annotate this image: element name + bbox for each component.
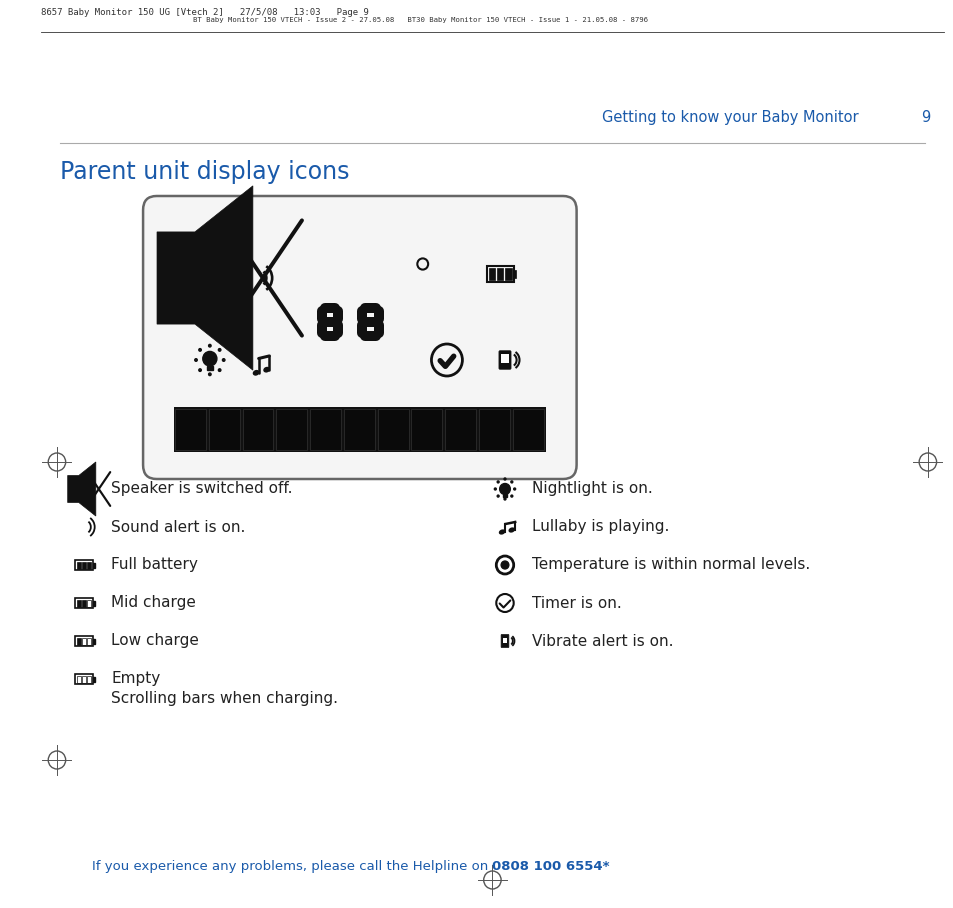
Ellipse shape — [498, 529, 505, 535]
Bar — [310, 409, 340, 450]
Bar — [88, 561, 91, 568]
Ellipse shape — [253, 370, 258, 375]
Circle shape — [503, 498, 505, 500]
Bar — [88, 637, 91, 645]
Bar — [502, 637, 506, 643]
Text: Mid charge: Mid charge — [112, 596, 195, 610]
Bar — [478, 409, 510, 450]
Text: Low charge: Low charge — [112, 634, 199, 648]
Bar — [76, 676, 81, 683]
Polygon shape — [68, 462, 95, 516]
Bar — [276, 409, 307, 450]
Bar — [92, 676, 95, 682]
Bar — [501, 354, 508, 363]
Circle shape — [511, 495, 513, 497]
Bar — [82, 637, 86, 645]
Bar — [92, 562, 95, 568]
Circle shape — [497, 495, 498, 497]
Circle shape — [503, 478, 505, 480]
Bar — [207, 366, 213, 370]
Bar — [411, 409, 442, 450]
Bar — [75, 674, 92, 684]
Circle shape — [209, 373, 211, 376]
Text: Nightlight is on.: Nightlight is on. — [532, 481, 652, 497]
Circle shape — [218, 349, 221, 351]
Text: If you experience any problems, please call the Helpline on: If you experience any problems, please c… — [91, 860, 492, 873]
Circle shape — [203, 351, 216, 366]
Bar — [343, 409, 375, 450]
Bar — [75, 598, 92, 608]
Circle shape — [198, 349, 201, 351]
Circle shape — [497, 481, 498, 483]
Text: Speaker is switched off.: Speaker is switched off. — [112, 481, 293, 497]
Bar — [174, 409, 206, 450]
Bar — [76, 637, 81, 645]
Text: Sound alert is on.: Sound alert is on. — [112, 519, 245, 535]
Text: 9: 9 — [921, 110, 930, 125]
FancyBboxPatch shape — [500, 635, 508, 647]
FancyBboxPatch shape — [498, 350, 511, 370]
Text: Vibrate alert is on.: Vibrate alert is on. — [532, 634, 673, 648]
Text: Getting to know your Baby Monitor: Getting to know your Baby Monitor — [601, 110, 858, 125]
Text: Full battery: Full battery — [112, 558, 198, 573]
Text: Scrolling bars when charging.: Scrolling bars when charging. — [112, 692, 337, 706]
Text: Parent unit display icons: Parent unit display icons — [60, 160, 349, 184]
Bar — [377, 409, 408, 450]
Circle shape — [198, 369, 201, 371]
Circle shape — [511, 481, 513, 483]
Bar — [82, 676, 86, 683]
Circle shape — [209, 344, 211, 347]
Bar — [88, 599, 91, 607]
Circle shape — [500, 561, 508, 569]
Bar — [486, 266, 513, 281]
Bar — [76, 561, 81, 568]
Circle shape — [222, 359, 225, 361]
Bar — [488, 268, 495, 280]
Bar — [209, 409, 239, 450]
Bar — [513, 271, 516, 278]
Bar — [513, 409, 543, 450]
Ellipse shape — [264, 368, 269, 372]
Circle shape — [513, 488, 516, 490]
Bar — [497, 268, 503, 280]
Polygon shape — [157, 186, 253, 370]
Bar — [173, 407, 545, 452]
Ellipse shape — [508, 528, 515, 533]
Text: 8657 Baby Monitor 150 UG [Vtech 2]   27/5/08   13:03   Page 9: 8657 Baby Monitor 150 UG [Vtech 2] 27/5/… — [40, 8, 368, 17]
Text: 0808 100 6554*: 0808 100 6554* — [492, 860, 609, 873]
Bar — [242, 409, 274, 450]
Text: Lullaby is playing.: Lullaby is playing. — [532, 519, 669, 535]
Bar — [92, 638, 95, 644]
Bar — [76, 599, 81, 607]
Bar — [88, 676, 91, 683]
Bar — [75, 636, 92, 646]
Text: Empty: Empty — [112, 672, 160, 686]
FancyBboxPatch shape — [143, 196, 576, 479]
Bar — [92, 600, 95, 606]
Circle shape — [499, 483, 510, 495]
Circle shape — [194, 359, 197, 361]
Bar — [445, 409, 476, 450]
Circle shape — [218, 369, 221, 371]
Bar — [75, 560, 92, 570]
Bar — [502, 494, 507, 497]
Text: Timer is on.: Timer is on. — [532, 596, 621, 610]
Bar — [82, 599, 86, 607]
Text: BT Baby Monitor 150 VTECH - Issue 2 - 27.05.08   BT30 Baby Monitor 150 VTECH - I: BT Baby Monitor 150 VTECH - Issue 2 - 27… — [193, 17, 648, 23]
Text: Temperature is within normal levels.: Temperature is within normal levels. — [532, 558, 809, 573]
Bar — [82, 561, 86, 568]
Circle shape — [494, 488, 496, 490]
Bar — [505, 268, 511, 280]
